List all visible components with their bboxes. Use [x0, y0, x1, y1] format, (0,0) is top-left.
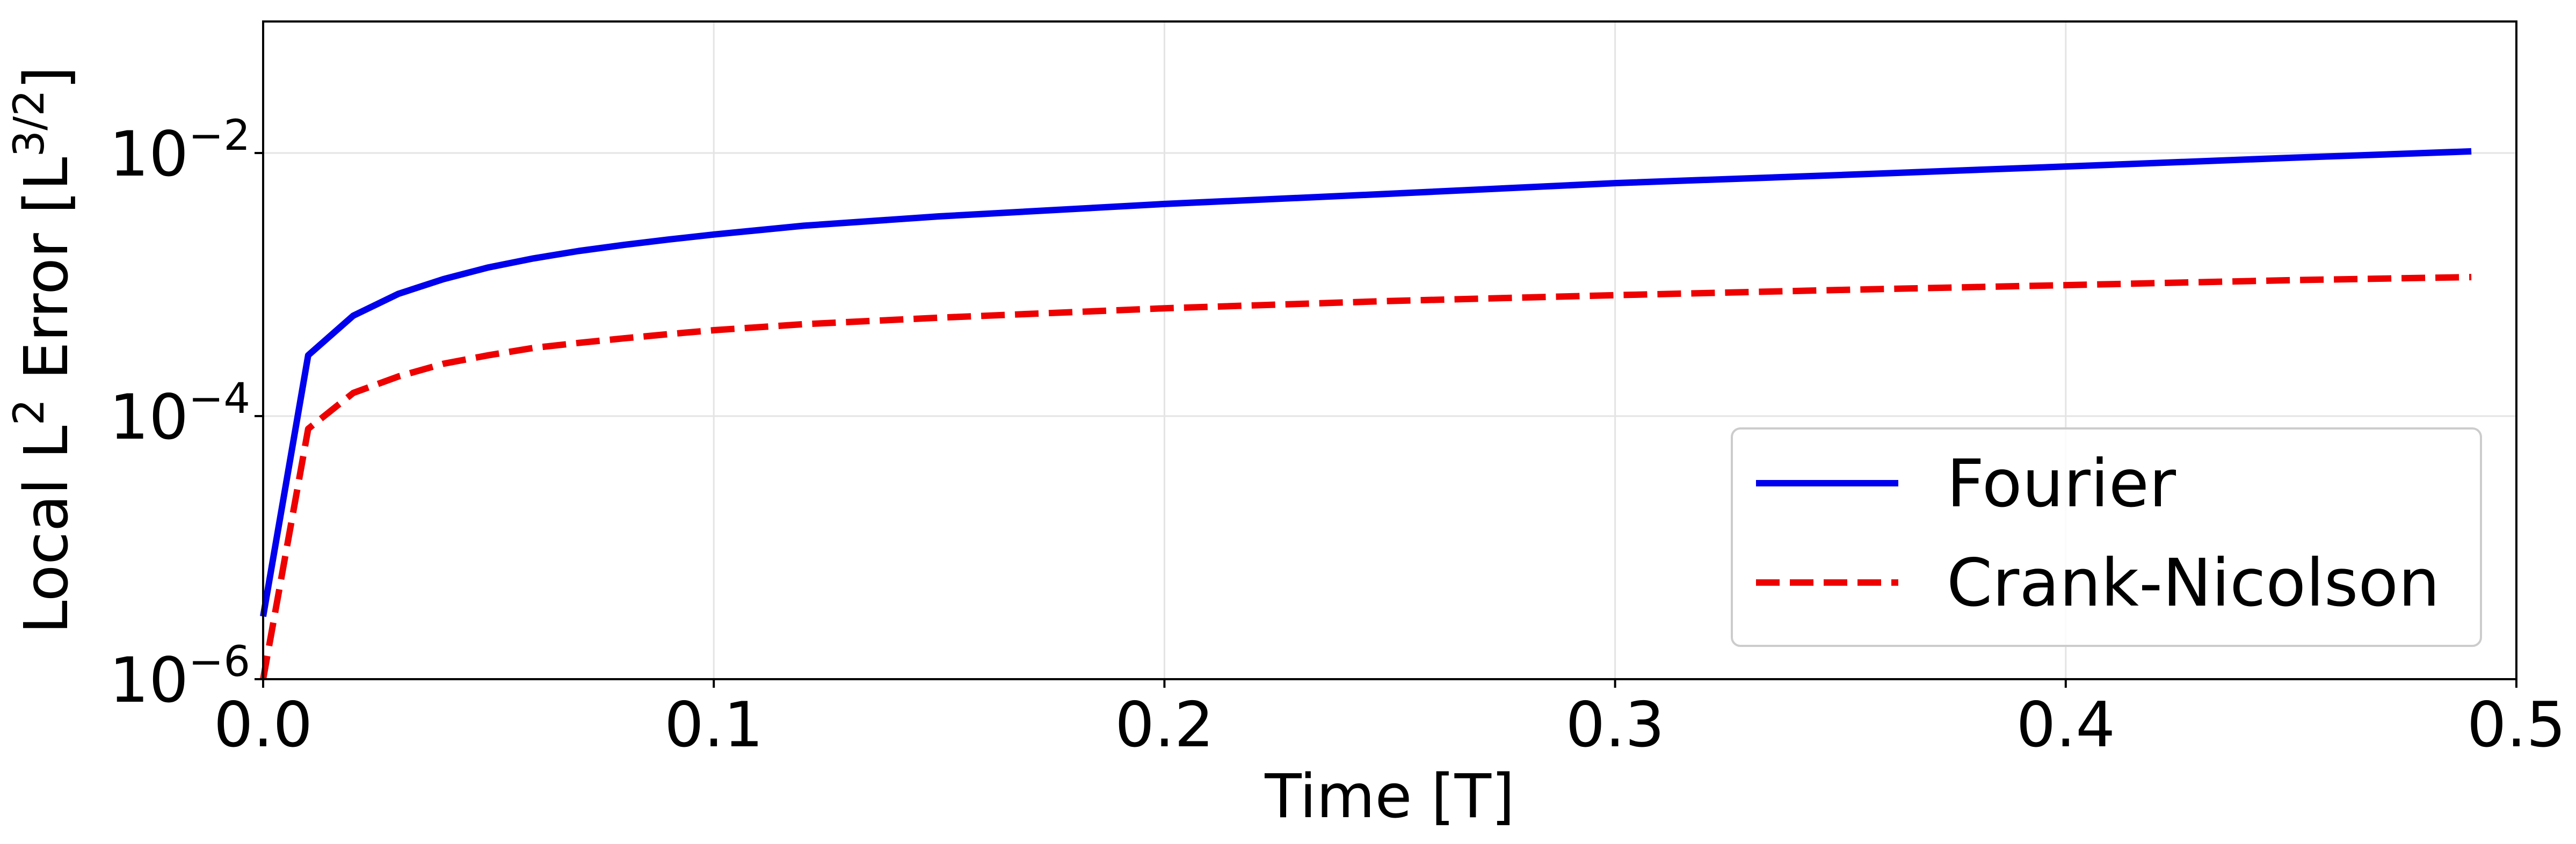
- y-axis-label-sup2: 3/2: [5, 90, 54, 157]
- x-axis-label: Time [T]: [1264, 762, 1515, 832]
- y-tick-label: 10−2: [109, 112, 250, 191]
- x-axis-ticks: 0.0 0.1 0.2 0.3 0.4 0.5: [214, 679, 2566, 761]
- x-tick-label: 0.5: [2467, 689, 2566, 761]
- y-tick-exponent: −6: [188, 638, 250, 686]
- y-axis-label: Local L2 Error [L3/2]: [5, 66, 82, 634]
- series-line-fourier: [260, 148, 2472, 617]
- series-layer: [260, 148, 2472, 680]
- y-axis-label-post: ]: [12, 66, 82, 90]
- legend-label-fourier: Fourier: [1947, 446, 2176, 522]
- x-tick-label: 0.3: [1565, 689, 1664, 761]
- legend: Fourier Crank-Nicolson: [1731, 427, 2482, 647]
- x-tick-label: 0.2: [1115, 689, 1214, 761]
- plot-frame: [262, 20, 2517, 680]
- x-tick-label: 0.0: [214, 689, 313, 761]
- y-tick-base: 10: [109, 381, 188, 454]
- y-tick-exponent: −4: [188, 375, 250, 423]
- y-axis-label-sup: 2: [5, 399, 54, 426]
- x-tick-label: 0.1: [664, 689, 763, 761]
- y-axis-label-mid: Error [L: [12, 157, 82, 399]
- y-axis-ticks: 10−610−410−2: [109, 112, 263, 717]
- y-tick-label: 10−4: [109, 375, 250, 454]
- y-tick-base: 10: [109, 644, 188, 717]
- x-tick-label: 0.4: [2016, 689, 2115, 761]
- y-tick-label: 10−6: [109, 638, 250, 717]
- legend-box: [1731, 427, 2482, 647]
- y-tick-base: 10: [109, 118, 188, 191]
- series-line-crank-nicolson: [260, 274, 2472, 680]
- legend-label-crank-nicolson: Crank-Nicolson: [1947, 545, 2440, 621]
- y-tick-exponent: −2: [188, 112, 250, 160]
- y-axis-label-pre: Local L: [12, 425, 82, 634]
